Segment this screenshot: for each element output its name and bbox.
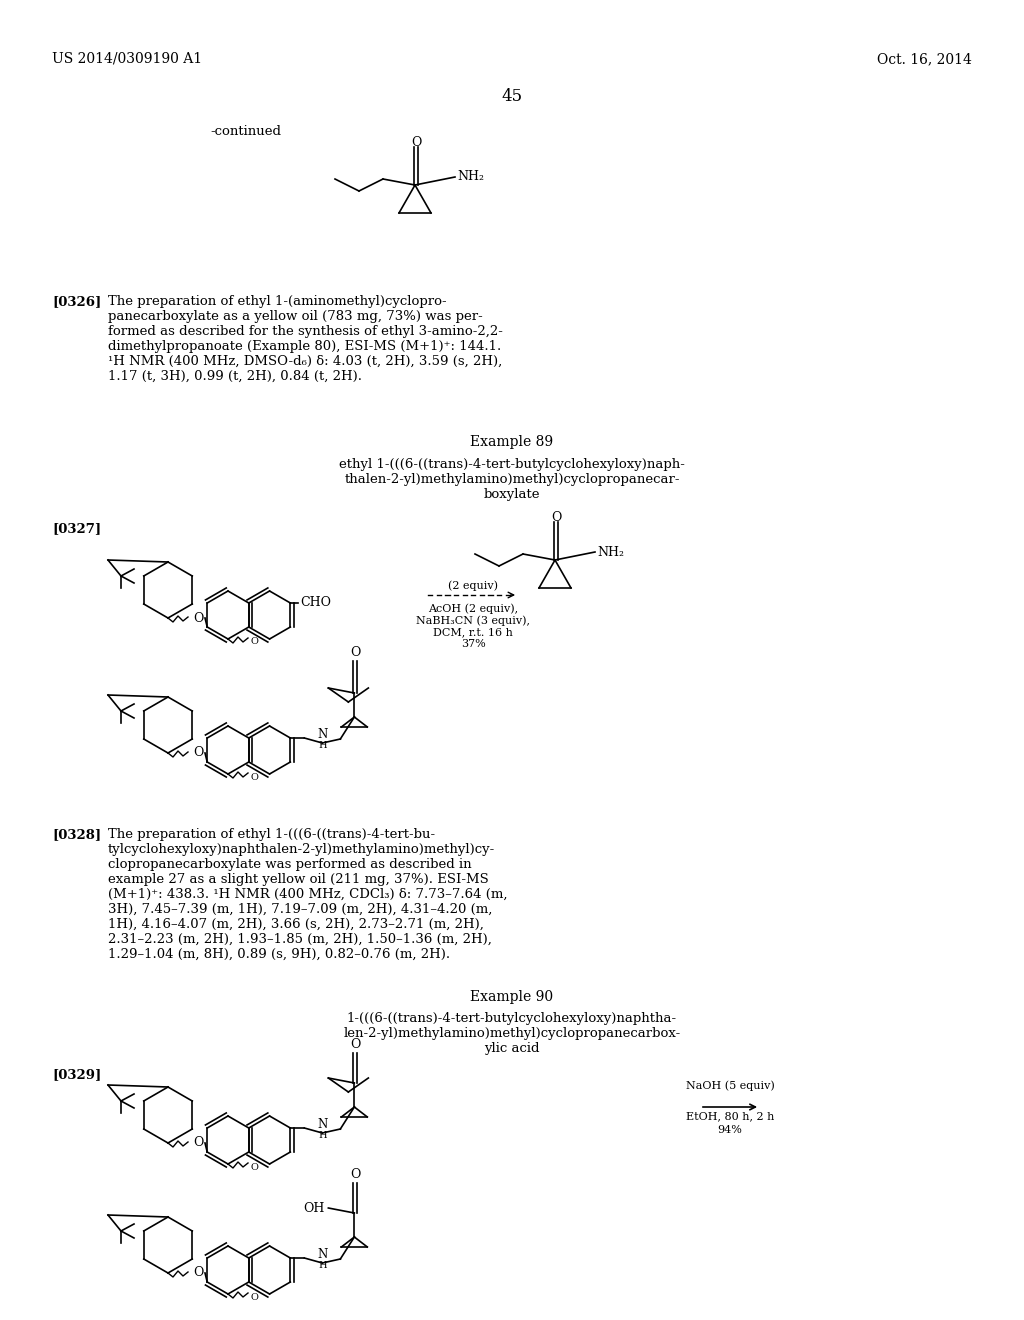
Text: N: N xyxy=(317,727,328,741)
Text: NH₂: NH₂ xyxy=(597,545,624,558)
Text: N: N xyxy=(317,1247,328,1261)
Text: N: N xyxy=(317,1118,328,1130)
Text: EtOH, 80 h, 2 h: EtOH, 80 h, 2 h xyxy=(686,1111,774,1121)
Text: O: O xyxy=(350,1038,360,1051)
Text: O: O xyxy=(193,611,203,624)
Text: DCM, r.t. 16 h: DCM, r.t. 16 h xyxy=(433,627,513,638)
Text: -continued: -continued xyxy=(210,125,281,139)
Text: 37%: 37% xyxy=(461,639,485,649)
Text: Oct. 16, 2014: Oct. 16, 2014 xyxy=(878,51,972,66)
Text: O: O xyxy=(250,638,258,647)
Text: H: H xyxy=(318,741,327,750)
Text: OH: OH xyxy=(303,1201,325,1214)
Text: O: O xyxy=(193,1137,203,1150)
Text: O: O xyxy=(193,747,203,759)
Text: AcOH (2 equiv),: AcOH (2 equiv), xyxy=(428,603,518,614)
Text: O: O xyxy=(350,645,360,659)
Text: O: O xyxy=(250,1292,258,1302)
Text: 94%: 94% xyxy=(718,1125,742,1135)
Text: H: H xyxy=(318,1261,327,1270)
Text: O: O xyxy=(411,136,421,149)
Text: [0327]: [0327] xyxy=(52,521,101,535)
Text: ethyl 1-(((6-((trans)-4-tert-butylcyclohexyloxy)naph-
thalen-2-yl)methylamino)me: ethyl 1-(((6-((trans)-4-tert-butylcycloh… xyxy=(339,458,685,502)
Text: O: O xyxy=(250,1163,258,1172)
Text: O: O xyxy=(551,511,561,524)
Text: [0328]: [0328] xyxy=(52,828,101,841)
Text: CHO: CHO xyxy=(300,597,332,610)
Text: NaOH (5 equiv): NaOH (5 equiv) xyxy=(686,1081,774,1092)
Text: NaBH₃CN (3 equiv),: NaBH₃CN (3 equiv), xyxy=(416,615,530,626)
Text: 1-(((6-((trans)-4-tert-butylcyclohexyloxy)naphtha-
len-2-yl)methylamino)methyl)c: 1-(((6-((trans)-4-tert-butylcyclohexylox… xyxy=(343,1012,681,1055)
Text: [0329]: [0329] xyxy=(52,1068,101,1081)
Text: (2 equiv): (2 equiv) xyxy=(449,579,498,590)
Text: O: O xyxy=(250,772,258,781)
Text: The preparation of ethyl 1-(aminomethyl)cyclopro-
panecarboxylate as a yellow oi: The preparation of ethyl 1-(aminomethyl)… xyxy=(108,294,503,383)
Text: The preparation of ethyl 1-(((6-((trans)-4-tert-bu-
tylcyclohexyloxy)naphthalen-: The preparation of ethyl 1-(((6-((trans)… xyxy=(108,828,508,961)
Text: H: H xyxy=(318,1130,327,1139)
Text: [0326]: [0326] xyxy=(52,294,101,308)
Text: O: O xyxy=(350,1168,360,1181)
Text: Example 90: Example 90 xyxy=(470,990,554,1005)
Text: US 2014/0309190 A1: US 2014/0309190 A1 xyxy=(52,51,202,66)
Text: 45: 45 xyxy=(502,88,522,106)
Text: NH₂: NH₂ xyxy=(457,170,484,183)
Text: O: O xyxy=(193,1266,203,1279)
Text: Example 89: Example 89 xyxy=(470,436,554,449)
